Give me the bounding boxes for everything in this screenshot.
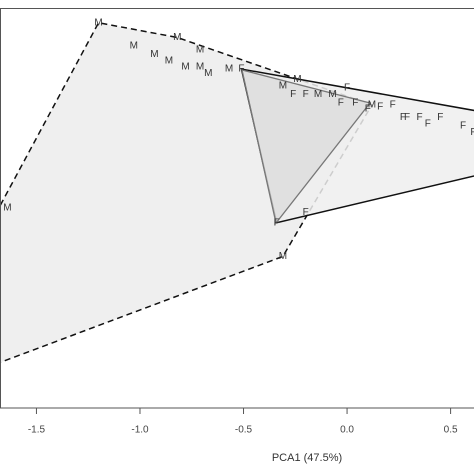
point-marker: M [94,17,102,28]
point-marker: M [196,45,204,56]
point-marker: F [274,217,280,228]
point-marker: M [204,68,212,79]
x-tick-label: 0.0 [340,425,354,436]
x-tick-label: -1.5 [28,425,46,436]
point-marker: F [338,97,344,108]
x-tick-label: -0.5 [235,425,253,436]
point-marker: F [365,104,371,115]
points: MMMMMMMMMMMMMMMMMMMFFFFFFFFFFFFFFFFFFFF [3,17,474,262]
x-axis-title: PCA1 (47.5%) [272,452,342,464]
point-marker: F [238,64,244,75]
point-marker: F [344,83,350,94]
point-marker: M [279,251,287,262]
point-marker: M [293,74,301,85]
point-marker: M [150,49,158,60]
x-tick-label: 0.5 [444,425,458,436]
point-marker: M [173,32,181,43]
point-marker: F [400,112,406,123]
point-marker: M [165,55,173,66]
overlap-region [241,69,372,225]
point-marker: F [470,127,474,138]
point-marker: F [303,207,309,218]
point-marker: F [437,112,443,123]
point-marker: M [196,62,204,73]
point-marker: M [328,89,336,100]
point-marker: M [130,41,138,52]
point-marker: M [279,81,287,92]
point-marker: M [181,62,189,73]
point-marker: M [368,99,376,110]
point-marker: F [303,89,309,100]
point-marker: M [3,203,11,214]
hulls [0,21,474,364]
point-marker: F [416,112,422,123]
point-marker: F [290,89,296,100]
point-marker: F [377,102,383,113]
point-marker: M [225,64,233,75]
point-marker: F [460,121,466,132]
plot-frame [0,8,474,409]
x-tick-label: -1.0 [131,425,149,436]
point-marker: F [390,99,396,110]
point-marker: F [425,118,431,129]
point-marker: M [314,89,322,100]
point-marker: F [352,97,358,108]
point-marker: F [404,112,410,123]
